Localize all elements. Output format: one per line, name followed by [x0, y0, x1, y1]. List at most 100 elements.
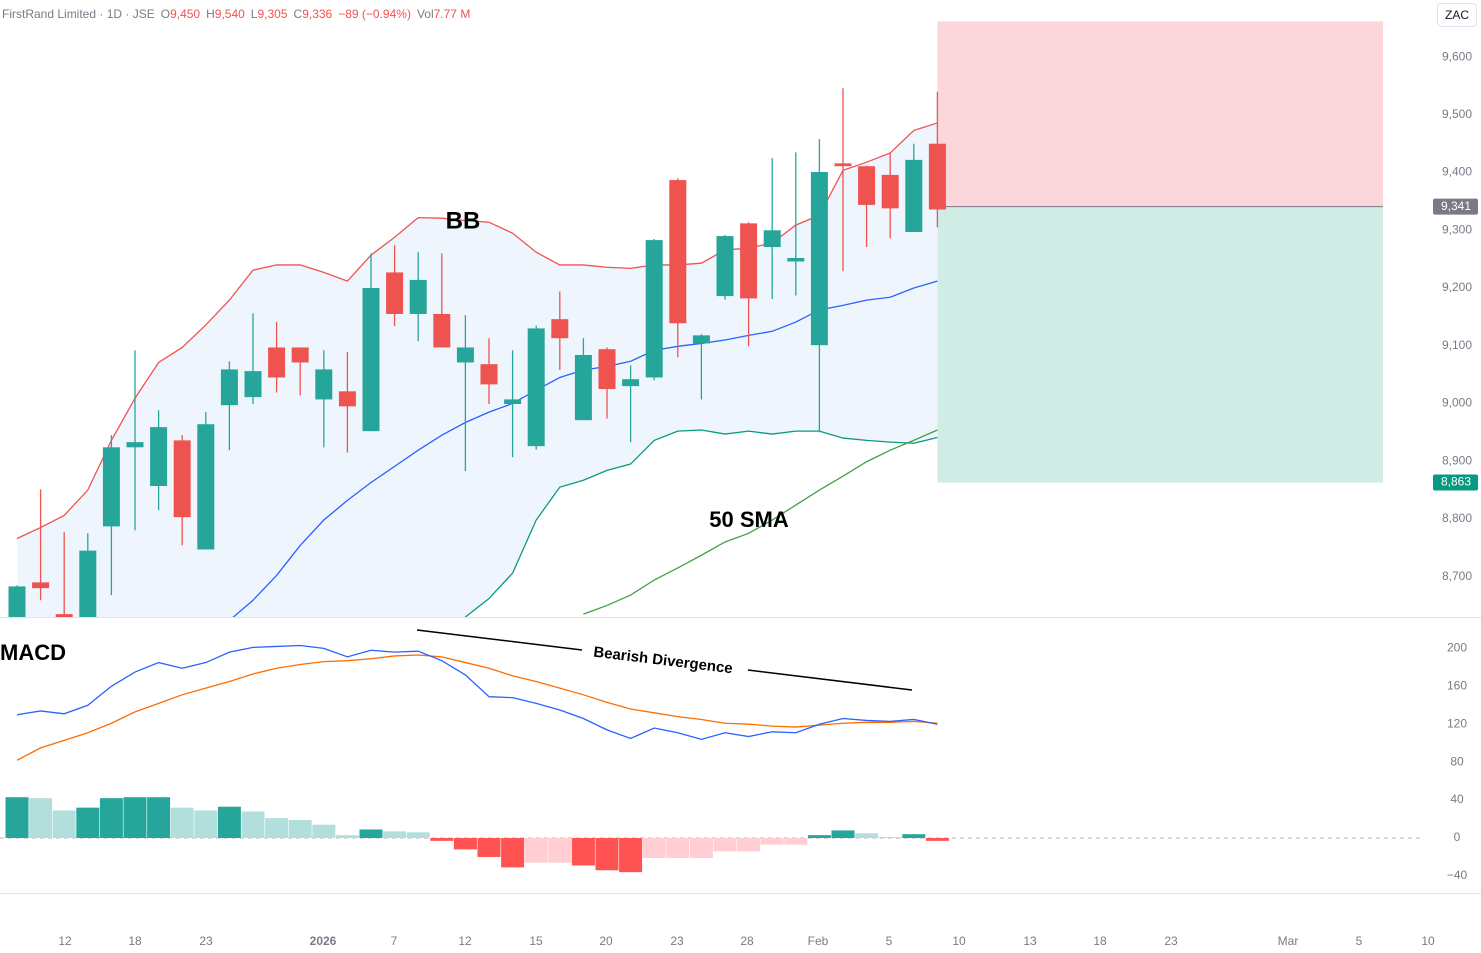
- change: −89 (−0.94%): [338, 7, 411, 21]
- x-tick-label: 28: [740, 934, 754, 948]
- ohlc-value: 9,450: [170, 7, 201, 21]
- annotation: 50 SMA: [709, 507, 789, 532]
- histogram-bar: [571, 838, 595, 866]
- candle-body: [268, 347, 286, 378]
- candle-body: [740, 223, 758, 299]
- loss-zone: [937, 21, 1383, 207]
- candle-body: [456, 347, 474, 363]
- candle-body: [315, 369, 333, 400]
- candle-body: [598, 349, 616, 390]
- annotation: Bearish Divergence: [593, 644, 734, 678]
- signal-line: [16, 654, 938, 761]
- histogram-bar: [501, 838, 525, 868]
- histogram-bar: [29, 798, 53, 838]
- x-tick-label: 13: [1023, 934, 1037, 948]
- histogram-bar: [477, 838, 501, 857]
- candle-body: [79, 550, 97, 617]
- ohlc-key: H: [206, 7, 215, 21]
- x-tick-label: 15: [529, 934, 543, 948]
- candle-body: [810, 171, 828, 346]
- histogram-bar: [902, 834, 926, 838]
- price-tag: [1433, 474, 1478, 491]
- ohlc-key: C: [293, 7, 303, 21]
- histogram-bar: [406, 832, 430, 838]
- x-tick-label: 12: [58, 934, 72, 948]
- histogram-bar: [76, 807, 100, 838]
- ohlc-value: 9,540: [214, 7, 245, 21]
- x-tick-label: 5: [886, 934, 893, 948]
- histogram-bar: [784, 838, 808, 845]
- histogram-bar: [595, 838, 619, 871]
- x-tick-label: 7: [391, 934, 398, 948]
- annotation: MACD: [0, 640, 66, 665]
- histogram-bar: [925, 838, 949, 841]
- x-tick-label: 23: [1164, 934, 1178, 948]
- histogram-bar: [312, 824, 336, 838]
- x-tick-label: 23: [199, 934, 213, 948]
- candle-body: [338, 391, 356, 407]
- annotation: BB: [446, 207, 481, 234]
- histogram-bar: [241, 811, 265, 838]
- candle-body: [433, 313, 451, 348]
- volume-key: Vol: [416, 7, 434, 21]
- histogram-bar: [99, 798, 123, 838]
- candle-body: [669, 180, 687, 324]
- histogram-bar: [194, 810, 218, 838]
- candle-body: [622, 379, 640, 387]
- price-tag-label: 8,863: [1441, 475, 1471, 489]
- ohlc-key: L: [250, 7, 258, 21]
- histogram-bar: [713, 838, 737, 852]
- histogram-bar: [642, 838, 666, 858]
- y-tick-label: 40: [1450, 792, 1464, 806]
- histogram-bar: [52, 810, 76, 838]
- volume-value: 7.77 M: [433, 7, 471, 21]
- histogram-bar: [453, 838, 477, 850]
- y-tick-label: 9,100: [1442, 338, 1472, 352]
- x-tick-label: Mar: [1278, 934, 1299, 948]
- x-tick-label: Feb: [808, 934, 829, 948]
- legend: FirstRand Limited · 1D · JSE O9,450 H9,540…: [2, 7, 476, 21]
- candle-body: [692, 335, 710, 344]
- candle-body: [291, 347, 309, 363]
- currency-button[interactable]: ZAC: [1437, 3, 1477, 27]
- y-tick-label: 80: [1450, 754, 1464, 768]
- candle-body: [504, 399, 522, 405]
- candle-body: [173, 440, 191, 518]
- histogram-bar: [147, 797, 171, 838]
- candle-body: [551, 319, 569, 339]
- overlay-line: [464, 429, 938, 617]
- histogram-bar: [335, 835, 359, 838]
- candle-body: [102, 447, 120, 527]
- y-tick-label: 9,000: [1442, 396, 1472, 410]
- candle-body: [787, 257, 805, 262]
- histogram-bar: [123, 797, 147, 838]
- overlay-line: [583, 429, 938, 615]
- x-tick-label: 18: [1093, 934, 1107, 948]
- price-pane: [8, 21, 1383, 617]
- symbol: FirstRand Limited · 1D · JSE: [2, 7, 155, 21]
- histogram-bar: [689, 838, 713, 858]
- y-tick-label: 9,600: [1442, 49, 1472, 63]
- candle-body: [386, 272, 404, 314]
- y-tick-label: 120: [1447, 716, 1467, 730]
- candle-body: [409, 279, 427, 314]
- histogram-bar: [855, 833, 879, 838]
- macd-pane: [0, 644, 1420, 873]
- y-tick-label: 200: [1447, 641, 1467, 655]
- candle-body: [150, 427, 168, 486]
- y-tick-label: 9,500: [1442, 107, 1472, 121]
- histogram-bar: [760, 838, 784, 845]
- histogram-bar: [548, 838, 572, 863]
- candle-body: [32, 582, 50, 589]
- y-tick-label: 8,900: [1442, 453, 1472, 467]
- candle-body: [834, 163, 852, 167]
- candle-body: [480, 364, 498, 385]
- histogram-bar: [831, 830, 855, 838]
- histogram-bar: [878, 837, 902, 839]
- price-tag: [1433, 198, 1478, 215]
- overlay-line: [16, 122, 938, 540]
- x-tick-label: 2026: [310, 934, 337, 948]
- candle-body: [8, 586, 26, 617]
- histogram-bar: [737, 838, 761, 852]
